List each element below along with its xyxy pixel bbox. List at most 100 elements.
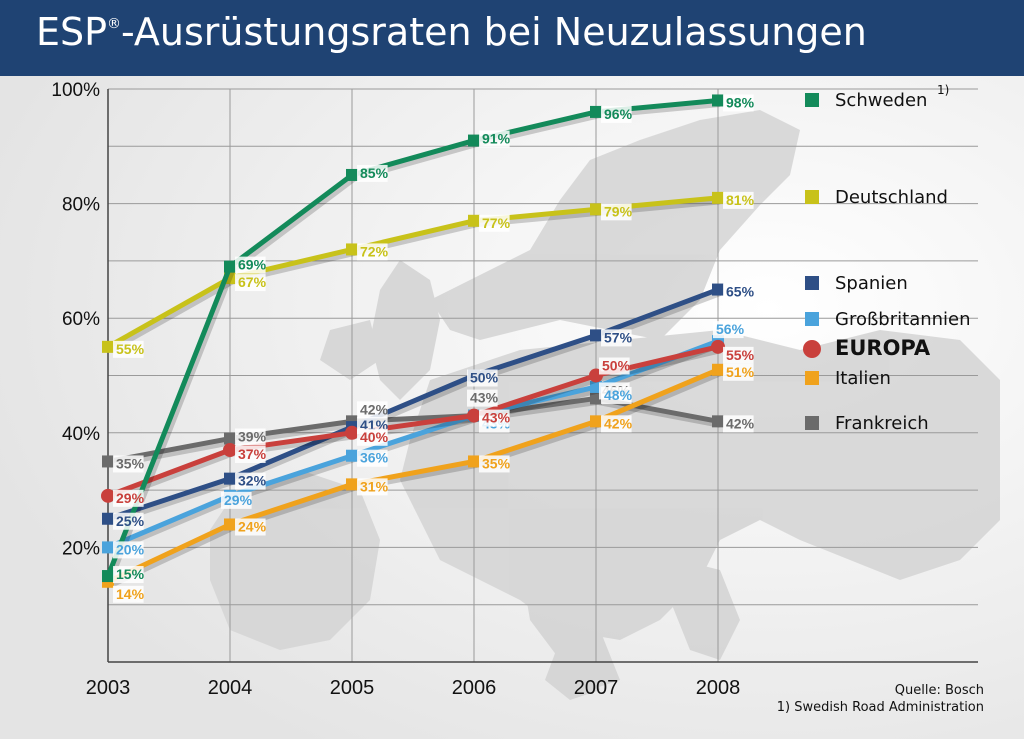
data-label-europa: 40% [360,429,389,445]
data-label-bg [479,409,510,427]
data-label-grossbritannien: 48% [604,387,633,403]
legend-marker-grossbritannien [805,312,819,326]
data-label-bg [235,445,266,463]
x-tick-label: 2008 [696,677,741,699]
point-grossbritannien [102,541,114,554]
data-label-grossbritannien: 36% [360,450,389,466]
legend-marker-deutschland [805,190,819,204]
data-label-schweden: 91% [482,131,511,147]
series-line-spanien [107,287,719,522]
data-label-grossbritannien: 29% [224,492,253,508]
data-label-spanien: 57% [604,329,633,345]
point-deutschland [346,243,358,256]
data-label-bg [601,415,632,433]
y-tick-label: 20% [62,538,100,559]
data-label-italien: 35% [482,455,511,471]
point-italien [468,455,480,468]
legend: Schweden 1) Deutschland Spanien Großbritanni… [803,83,971,434]
series-shadow-grossbritannien [108,340,722,554]
data-label-bg [467,369,498,387]
series-line-italien [106,367,719,585]
point-europa [223,442,237,457]
axes: 20% 40% 60% 80% 100% 2003 2004 2005 2006 2007 2008 [51,80,978,699]
data-label-bg [599,357,630,375]
legend-marker-frankreich [805,416,819,430]
data-label-bg [357,401,388,419]
point-deutschland [468,214,480,227]
data-label-spanien: 25% [116,513,145,529]
data-label-schweden: 98% [726,94,755,110]
point-schweden [224,260,236,273]
data-label-grossbritannien: 56% [716,321,745,337]
legend-label-spanien: Spanien [835,273,908,294]
point-schweden [712,94,724,107]
data-label-bg [723,191,754,209]
point-europa [467,408,481,423]
data-label-bg [357,243,388,261]
point-schweden [468,134,480,147]
data-label-bg [723,363,754,381]
data-label-deutschland: 72% [360,243,389,259]
data-label-europa: 37% [238,446,267,462]
title-main: ESP [36,10,108,54]
data-label-bg [113,340,144,358]
legend-label-deutschland: Deutschland [835,187,948,208]
data-label-bg [723,346,754,364]
data-label-frankreich: 42% [360,401,389,417]
data-label-schweden: 15% [116,566,145,582]
point-deutschland [712,191,724,204]
data-label-bg [723,283,754,301]
line-chart: 20% 40% 60% 80% 100% 2003 2004 2005 2006 2007 2008… [0,76,1024,739]
legend-marker-italien [805,371,819,385]
point-europa [345,425,359,440]
y-tick-label: 60% [62,309,100,330]
data-label-bg [235,256,266,274]
series-line-grossbritannien [107,338,719,550]
data-label-schweden: 96% [604,106,633,122]
data-label-frankreich: 43% [470,390,499,406]
legend-marker-schweden [805,93,819,107]
x-tick-label: 2006 [452,677,497,699]
data-label-europa: 29% [116,490,145,506]
point-spanien [102,512,114,525]
data-label-grossbritannien: 20% [116,541,145,557]
point-frankreich [712,415,724,428]
point-deutschland [102,340,114,353]
header-bar: ESP®-Ausrüstungsraten bei Neuzulassungen [0,0,1024,76]
data-label-schweden: 69% [238,257,267,273]
point-frankreich [224,432,236,445]
data-label-bg [479,130,510,148]
data-label-bg [113,455,144,473]
legend-marker-europa [803,340,821,358]
x-tick-label: 2007 [574,677,619,699]
data-label-europa: 55% [726,347,755,363]
data-label-italien: 42% [604,415,633,431]
point-spanien [224,472,236,485]
data-label-schweden: 85% [360,165,389,181]
data-labels: 35%39%42%43%46%42%14%24%31%35%42%51%20%2… [113,94,755,603]
data-label-bg [601,203,632,221]
data-label-spanien: 32% [238,473,267,489]
data-label-italien: 24% [238,518,267,534]
data-label-deutschland: 67% [238,274,267,290]
point-spanien [712,283,724,296]
point-grossbritannien [346,449,358,462]
legend-label-schweden: Schweden [835,90,927,111]
data-label-bg [713,321,744,339]
title-registered-mark: ® [107,16,122,32]
data-label-bg [113,489,144,507]
legend-label-grossbritannien: Großbritannien [835,309,971,330]
data-label-bg [479,455,510,473]
data-label-europa: 50% [602,358,631,374]
point-schweden [102,570,114,583]
point-italien [224,518,236,531]
x-tick-label: 2003 [86,677,131,699]
y-tick-label: 100% [51,80,100,101]
data-label-bg [601,105,632,123]
data-label-bg [357,428,388,446]
x-tick-label: 2004 [208,677,253,699]
data-label-spanien: 65% [726,284,755,300]
page-title: ESP®-Ausrüstungsraten bei Neuzulassungen [36,10,867,54]
data-label-spanien: 50% [470,370,499,386]
data-label-bg [479,214,510,232]
